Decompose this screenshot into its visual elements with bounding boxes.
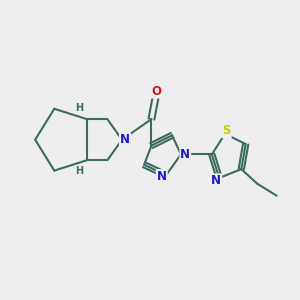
Text: N: N (157, 170, 167, 183)
Text: N: N (120, 133, 130, 146)
Text: S: S (222, 124, 231, 137)
Text: H: H (75, 103, 83, 113)
Text: O: O (151, 85, 161, 98)
Text: N: N (180, 148, 190, 161)
Text: H: H (75, 167, 83, 176)
Text: N: N (211, 174, 221, 188)
